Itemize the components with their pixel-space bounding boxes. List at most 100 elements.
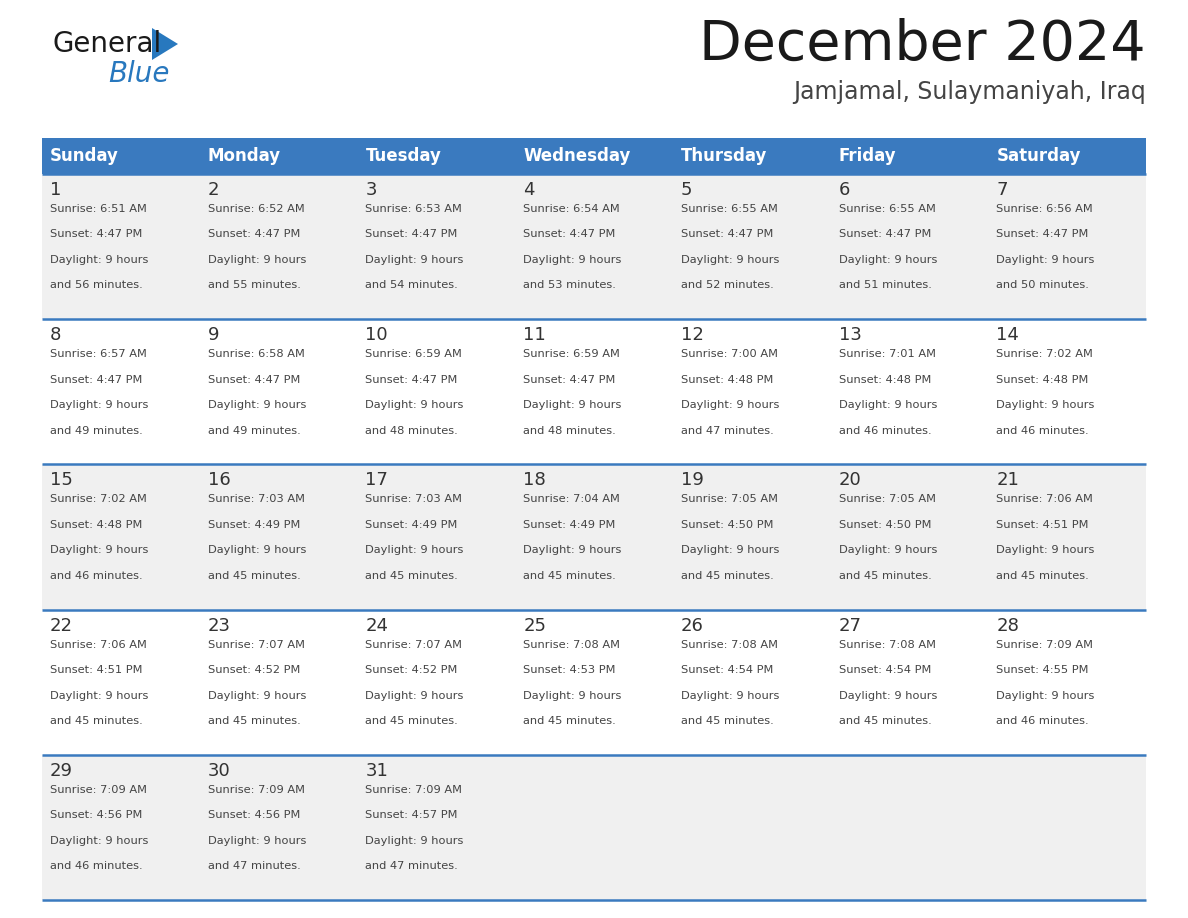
Text: Sunrise: 7:02 AM: Sunrise: 7:02 AM: [50, 495, 147, 504]
Text: 19: 19: [681, 472, 703, 489]
Text: 22: 22: [50, 617, 72, 634]
Text: Sunday: Sunday: [50, 147, 119, 165]
Text: Sunset: 4:47 PM: Sunset: 4:47 PM: [681, 230, 773, 240]
Text: Sunset: 4:50 PM: Sunset: 4:50 PM: [839, 520, 931, 530]
Text: and 45 minutes.: and 45 minutes.: [50, 716, 143, 726]
Text: Daylight: 9 hours: Daylight: 9 hours: [839, 545, 937, 555]
Text: Sunset: 4:49 PM: Sunset: 4:49 PM: [208, 520, 301, 530]
Text: 17: 17: [366, 472, 388, 489]
Text: 2: 2: [208, 181, 220, 199]
Text: and 45 minutes.: and 45 minutes.: [208, 716, 301, 726]
Text: Sunrise: 7:09 AM: Sunrise: 7:09 AM: [997, 640, 1093, 650]
Text: and 45 minutes.: and 45 minutes.: [523, 716, 615, 726]
Text: Sunset: 4:54 PM: Sunset: 4:54 PM: [839, 665, 931, 675]
Text: Daylight: 9 hours: Daylight: 9 hours: [839, 690, 937, 700]
Text: 25: 25: [523, 617, 546, 634]
Text: Daylight: 9 hours: Daylight: 9 hours: [839, 400, 937, 410]
Text: Daylight: 9 hours: Daylight: 9 hours: [208, 690, 307, 700]
Text: Daylight: 9 hours: Daylight: 9 hours: [997, 545, 1094, 555]
Text: Sunset: 4:54 PM: Sunset: 4:54 PM: [681, 665, 773, 675]
Text: Sunrise: 6:54 AM: Sunrise: 6:54 AM: [523, 204, 620, 214]
Text: 31: 31: [366, 762, 388, 779]
Text: Saturday: Saturday: [997, 147, 1081, 165]
Text: and 45 minutes.: and 45 minutes.: [681, 571, 773, 581]
Text: Sunset: 4:56 PM: Sunset: 4:56 PM: [50, 811, 143, 821]
Text: Sunset: 4:47 PM: Sunset: 4:47 PM: [366, 230, 457, 240]
Text: December 2024: December 2024: [700, 18, 1146, 72]
Text: and 46 minutes.: and 46 minutes.: [997, 426, 1089, 436]
Text: 5: 5: [681, 181, 693, 199]
Text: Daylight: 9 hours: Daylight: 9 hours: [523, 545, 621, 555]
Text: Sunset: 4:52 PM: Sunset: 4:52 PM: [208, 665, 301, 675]
Text: 3: 3: [366, 181, 377, 199]
Text: Sunrise: 7:09 AM: Sunrise: 7:09 AM: [50, 785, 147, 795]
Bar: [42, 138, 1146, 174]
Text: Sunset: 4:48 PM: Sunset: 4:48 PM: [839, 375, 931, 385]
Text: 9: 9: [208, 326, 220, 344]
Text: and 45 minutes.: and 45 minutes.: [208, 571, 301, 581]
Text: Daylight: 9 hours: Daylight: 9 hours: [50, 835, 148, 845]
Text: and 50 minutes.: and 50 minutes.: [997, 280, 1089, 290]
Text: Sunrise: 6:55 AM: Sunrise: 6:55 AM: [681, 204, 778, 214]
Text: and 52 minutes.: and 52 minutes.: [681, 280, 773, 290]
Text: Daylight: 9 hours: Daylight: 9 hours: [681, 400, 779, 410]
Text: Sunset: 4:47 PM: Sunset: 4:47 PM: [366, 375, 457, 385]
Text: 29: 29: [50, 762, 72, 779]
Text: Sunrise: 7:01 AM: Sunrise: 7:01 AM: [839, 349, 936, 359]
Text: Sunset: 4:50 PM: Sunset: 4:50 PM: [681, 520, 773, 530]
Text: and 46 minutes.: and 46 minutes.: [839, 426, 931, 436]
Text: and 49 minutes.: and 49 minutes.: [208, 426, 301, 436]
Text: Sunrise: 6:55 AM: Sunrise: 6:55 AM: [839, 204, 935, 214]
Text: and 45 minutes.: and 45 minutes.: [839, 716, 931, 726]
Text: Daylight: 9 hours: Daylight: 9 hours: [681, 545, 779, 555]
Text: Sunrise: 7:08 AM: Sunrise: 7:08 AM: [523, 640, 620, 650]
Text: Sunrise: 7:07 AM: Sunrise: 7:07 AM: [366, 640, 462, 650]
Text: Sunrise: 7:06 AM: Sunrise: 7:06 AM: [997, 495, 1093, 504]
Text: Daylight: 9 hours: Daylight: 9 hours: [366, 545, 463, 555]
Text: Monday: Monday: [208, 147, 280, 165]
Bar: [42, 610, 1146, 755]
Text: Sunset: 4:51 PM: Sunset: 4:51 PM: [997, 520, 1088, 530]
Text: 14: 14: [997, 326, 1019, 344]
Text: and 45 minutes.: and 45 minutes.: [366, 716, 459, 726]
Text: and 45 minutes.: and 45 minutes.: [681, 716, 773, 726]
Text: 27: 27: [839, 617, 861, 634]
Text: Tuesday: Tuesday: [366, 147, 441, 165]
Text: and 49 minutes.: and 49 minutes.: [50, 426, 143, 436]
Text: Sunrise: 6:56 AM: Sunrise: 6:56 AM: [997, 204, 1093, 214]
Bar: [42, 319, 1146, 465]
Text: General: General: [52, 30, 162, 58]
Text: Sunrise: 6:57 AM: Sunrise: 6:57 AM: [50, 349, 147, 359]
Text: Sunset: 4:47 PM: Sunset: 4:47 PM: [50, 375, 143, 385]
Text: Sunset: 4:47 PM: Sunset: 4:47 PM: [208, 375, 301, 385]
Text: Friday: Friday: [839, 147, 896, 165]
Text: 18: 18: [523, 472, 546, 489]
Text: and 45 minutes.: and 45 minutes.: [366, 571, 459, 581]
Text: 21: 21: [997, 472, 1019, 489]
Text: Sunset: 4:47 PM: Sunset: 4:47 PM: [50, 230, 143, 240]
Bar: [42, 465, 1146, 610]
Text: Sunset: 4:47 PM: Sunset: 4:47 PM: [523, 230, 615, 240]
Text: and 53 minutes.: and 53 minutes.: [523, 280, 617, 290]
Text: 16: 16: [208, 472, 230, 489]
Text: 6: 6: [839, 181, 849, 199]
Text: Sunrise: 7:05 AM: Sunrise: 7:05 AM: [681, 495, 778, 504]
Text: and 56 minutes.: and 56 minutes.: [50, 280, 143, 290]
Text: Sunset: 4:53 PM: Sunset: 4:53 PM: [523, 665, 615, 675]
Text: and 55 minutes.: and 55 minutes.: [208, 280, 301, 290]
Text: 15: 15: [50, 472, 72, 489]
Text: Sunrise: 7:08 AM: Sunrise: 7:08 AM: [681, 640, 778, 650]
Text: and 48 minutes.: and 48 minutes.: [366, 426, 459, 436]
Text: Sunrise: 7:09 AM: Sunrise: 7:09 AM: [208, 785, 304, 795]
Text: Sunset: 4:47 PM: Sunset: 4:47 PM: [997, 230, 1088, 240]
Text: and 45 minutes.: and 45 minutes.: [839, 571, 931, 581]
Text: Sunset: 4:57 PM: Sunset: 4:57 PM: [366, 811, 457, 821]
Text: 23: 23: [208, 617, 230, 634]
Text: 12: 12: [681, 326, 703, 344]
Text: Sunset: 4:47 PM: Sunset: 4:47 PM: [523, 375, 615, 385]
Text: and 46 minutes.: and 46 minutes.: [997, 716, 1089, 726]
Text: Daylight: 9 hours: Daylight: 9 hours: [208, 255, 307, 265]
Text: Daylight: 9 hours: Daylight: 9 hours: [50, 690, 148, 700]
Text: 30: 30: [208, 762, 230, 779]
Text: Daylight: 9 hours: Daylight: 9 hours: [681, 255, 779, 265]
